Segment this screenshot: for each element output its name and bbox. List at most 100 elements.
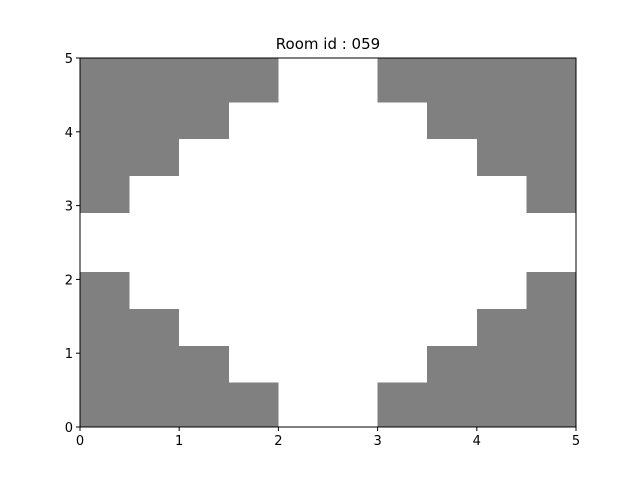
- floor-cell: [378, 309, 428, 346]
- floor-cell: [278, 309, 328, 346]
- floor-cell: [179, 309, 229, 346]
- floor-cell: [427, 272, 477, 309]
- floor-cell: [130, 176, 180, 213]
- wall-cell: [526, 346, 576, 383]
- wall-cell: [526, 272, 576, 309]
- floor-cell: [477, 272, 527, 309]
- floor-cell: [378, 346, 428, 383]
- floor-cell: [278, 272, 328, 309]
- wall-cell: [80, 346, 130, 383]
- wall-cell: [80, 176, 130, 213]
- floor-cell: [328, 139, 378, 176]
- wall-cell: [477, 139, 527, 176]
- wall-cell: [179, 383, 229, 428]
- floor-cell: [229, 309, 279, 346]
- wall-cell: [130, 309, 180, 346]
- floor-cell: [179, 213, 229, 272]
- floor-cell: [130, 213, 180, 272]
- wall-cell: [130, 346, 180, 383]
- x-tick-label: 1: [175, 434, 183, 449]
- floor-cell: [427, 176, 477, 213]
- floor-cell: [229, 272, 279, 309]
- floor-cell: [229, 346, 279, 383]
- wall-cell: [477, 383, 527, 428]
- wall-cell: [130, 139, 180, 176]
- floor-cell: [278, 58, 328, 103]
- wall-cell: [526, 139, 576, 176]
- floor-cell: [477, 176, 527, 213]
- wall-cell: [526, 383, 576, 428]
- x-axis: 012345: [76, 427, 580, 449]
- wall-cell: [229, 383, 279, 428]
- chart-title: Room id : 059: [276, 35, 380, 53]
- floor-cell: [328, 213, 378, 272]
- wall-cell: [179, 346, 229, 383]
- x-tick-label: 2: [274, 434, 282, 449]
- wall-cell: [526, 102, 576, 139]
- floor-cell: [427, 309, 477, 346]
- floor-cell: [328, 383, 378, 428]
- floor-cell: [427, 213, 477, 272]
- floor-cell: [278, 102, 328, 139]
- wall-cell: [427, 102, 477, 139]
- room-cells: [80, 58, 576, 427]
- x-tick-label: 4: [473, 434, 481, 449]
- wall-cell: [80, 139, 130, 176]
- floor-cell: [378, 102, 428, 139]
- wall-cell: [130, 58, 180, 103]
- wall-cell: [477, 346, 527, 383]
- wall-cell: [229, 58, 279, 103]
- floor-cell: [278, 383, 328, 428]
- wall-cell: [477, 58, 527, 103]
- floor-cell: [328, 176, 378, 213]
- wall-cell: [477, 309, 527, 346]
- floor-cell: [278, 346, 328, 383]
- wall-cell: [378, 383, 428, 428]
- wall-cell: [130, 102, 180, 139]
- y-tick-label: 5: [65, 52, 73, 67]
- floor-cell: [328, 309, 378, 346]
- y-tick-label: 2: [65, 273, 73, 288]
- wall-cell: [526, 58, 576, 103]
- floor-cell: [278, 213, 328, 272]
- wall-cell: [427, 383, 477, 428]
- floor-cell: [278, 139, 328, 176]
- wall-cell: [427, 346, 477, 383]
- x-tick-label: 5: [572, 434, 580, 449]
- floor-cell: [378, 139, 428, 176]
- wall-cell: [526, 176, 576, 213]
- y-axis: 012345: [65, 52, 80, 436]
- wall-cell: [80, 309, 130, 346]
- floor-cell: [179, 139, 229, 176]
- floor-cell: [80, 213, 130, 272]
- floor-cell: [130, 272, 180, 309]
- wall-cell: [179, 58, 229, 103]
- floor-cell: [229, 102, 279, 139]
- wall-cell: [80, 272, 130, 309]
- wall-cell: [80, 383, 130, 428]
- floor-cell: [328, 346, 378, 383]
- floor-cell: [229, 176, 279, 213]
- wall-cell: [179, 102, 229, 139]
- wall-cell: [80, 102, 130, 139]
- floor-cell: [378, 176, 428, 213]
- floor-cell: [328, 58, 378, 103]
- floor-cell: [179, 176, 229, 213]
- floor-cell: [229, 139, 279, 176]
- floor-cell: [378, 213, 428, 272]
- floor-cell: [278, 176, 328, 213]
- floor-cell: [427, 139, 477, 176]
- floor-cell: [179, 272, 229, 309]
- floor-cell: [328, 272, 378, 309]
- y-tick-label: 4: [65, 126, 73, 141]
- floor-cell: [328, 102, 378, 139]
- floor-cell: [477, 213, 527, 272]
- wall-cell: [427, 58, 477, 103]
- wall-cell: [477, 102, 527, 139]
- floor-cell: [229, 213, 279, 272]
- floor-cell: [526, 213, 576, 272]
- wall-cell: [130, 383, 180, 428]
- y-tick-label: 3: [65, 200, 73, 215]
- wall-cell: [378, 58, 428, 103]
